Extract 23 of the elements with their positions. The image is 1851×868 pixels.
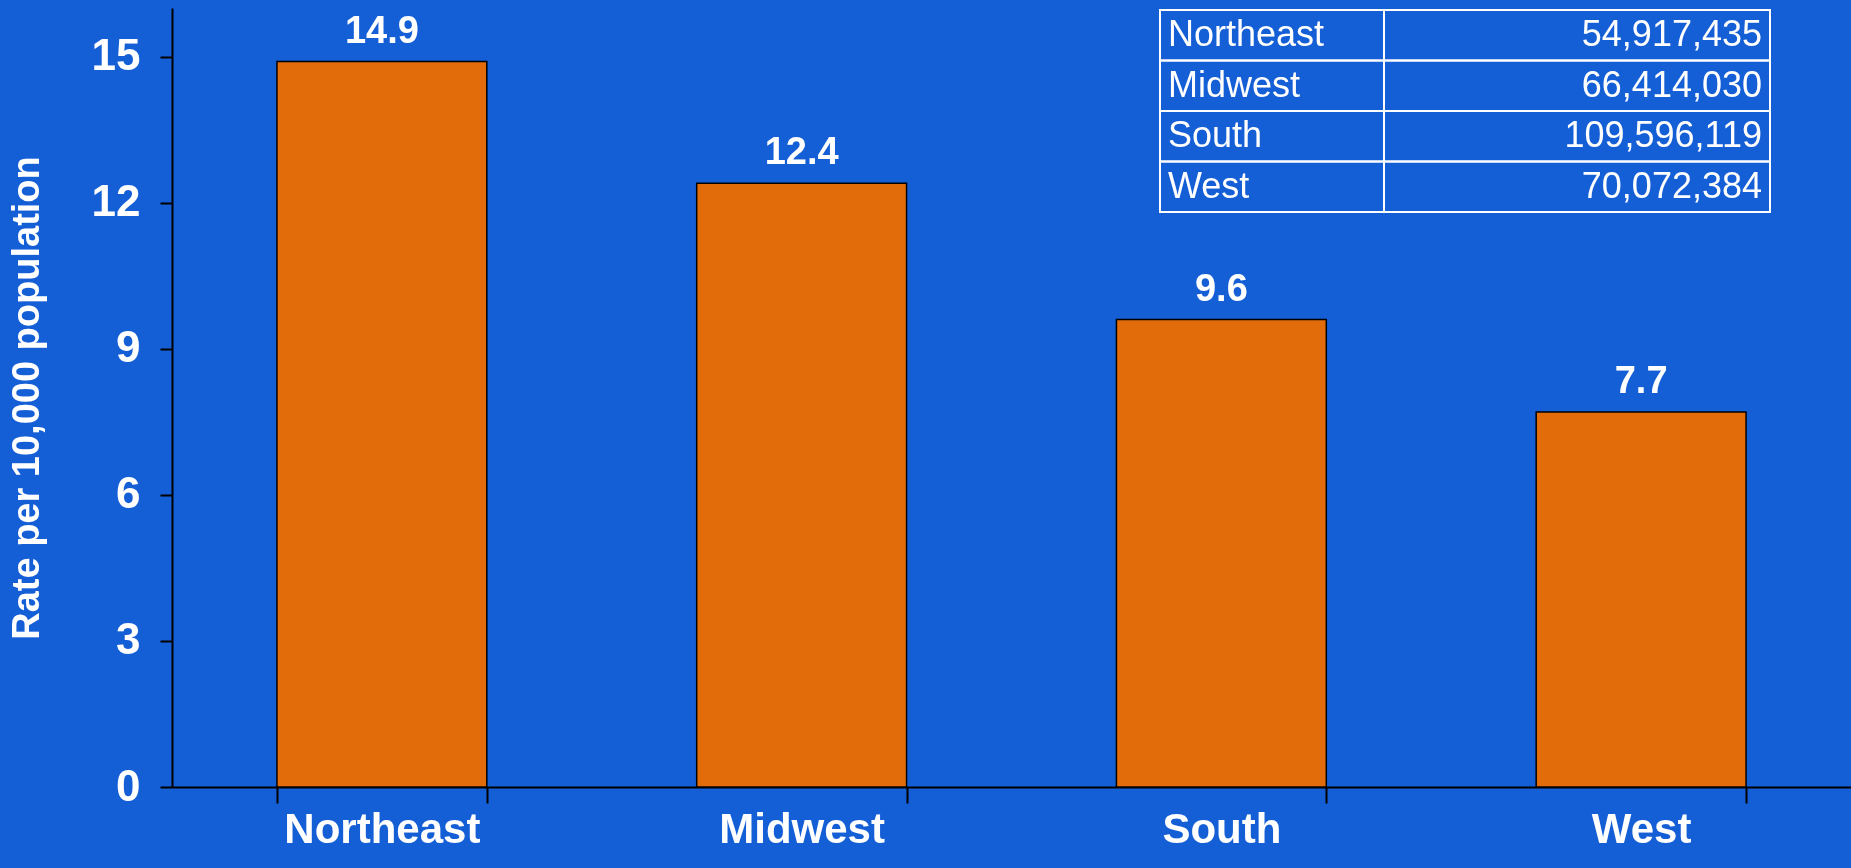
data-label: 7.7 (1614, 359, 1668, 402)
y-tick-label: 9 (116, 322, 141, 372)
x-tick-label: Midwest (719, 804, 885, 852)
annotation: 70,072,384 (1581, 164, 1762, 206)
annotation: Midwest (1168, 63, 1301, 105)
annotation: South (1168, 114, 1263, 156)
annotation: 66,414,030 (1581, 63, 1762, 105)
y-axis-title: Rate per 10,000 population (4, 156, 47, 640)
x-tick-label: South (1162, 804, 1282, 852)
annotation: 54,917,435 (1581, 13, 1762, 55)
x-tick-label: Northeast (284, 804, 481, 852)
data-label: 12.4 (764, 130, 839, 173)
y-tick-label: 0 (116, 760, 141, 810)
y-tick-label: 12 (91, 176, 141, 226)
annotation: Northeast (1168, 13, 1325, 55)
x-tick-label: West (1591, 804, 1692, 852)
y-tick-label: 3 (116, 614, 141, 664)
annotation: West (1168, 164, 1250, 206)
y-tick-label: 6 (116, 468, 141, 518)
y-tick-label: 15 (91, 30, 141, 80)
annotation: 109,596,119 (1564, 114, 1762, 156)
data-label: 9.6 (1194, 266, 1248, 309)
data-label: 14.9 (344, 8, 419, 51)
